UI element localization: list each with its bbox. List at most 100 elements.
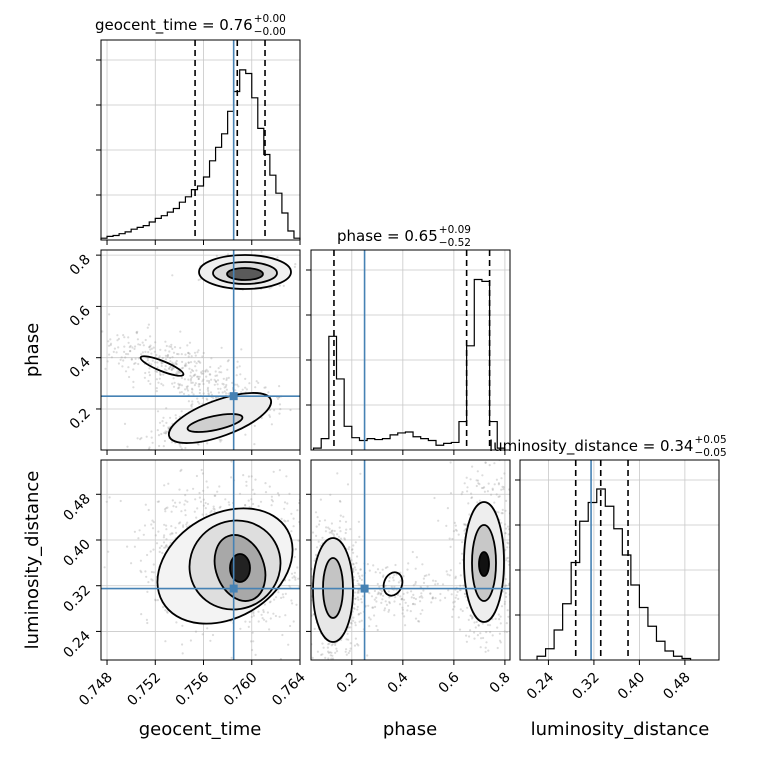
scatter-point [360,578,363,582]
scatter-point [196,375,199,378]
scatter-point [399,579,402,582]
scatter-point [245,484,248,487]
scatter-point [379,571,382,574]
scatter-point [356,605,359,609]
scatter-point [318,523,321,526]
scatter-point [467,618,470,622]
scatter-point [116,339,119,342]
scatter-point [493,423,495,425]
scatter-point [479,427,481,429]
scatter-point [311,531,315,534]
scatter-point [191,403,194,406]
scatter-point [149,335,152,338]
scatter-point [445,524,448,528]
scatter-point [321,536,324,539]
scatter-point [151,527,155,530]
scatter-point [163,508,167,511]
title-luminosity_distance: luminosity_distance = 0.34 +0.05−0.05 [489,434,727,459]
scatter-point [414,567,417,570]
scatter-point [354,568,357,571]
scatter-point [174,414,177,417]
scatter-point [269,617,272,620]
scatter-point [457,533,460,536]
scatter-point [198,375,201,378]
scatter-point [289,624,292,628]
scatter-point [129,350,132,353]
scatter-point [129,344,132,348]
scatter-point [132,368,135,371]
scatter-point [177,353,180,356]
scatter-point [353,566,356,569]
scatter-point [323,519,327,522]
scatter-point [391,576,395,579]
scatter-point [165,538,168,541]
scatter-point [346,632,349,635]
scatter-point [176,370,179,373]
scatter-point [130,357,133,361]
scatter-point [286,502,289,505]
scatter-point [158,546,161,550]
scatter-point [172,367,175,370]
scatter-point [162,536,165,539]
scatter-point [481,622,484,625]
scatter-point [185,523,188,526]
scatter-point [158,550,161,554]
scatter-point [357,572,360,575]
scatter-point [458,628,462,631]
scatter-point [253,424,256,427]
scatter-point [373,614,376,617]
scatter-point [187,351,190,355]
scatter-point [225,377,228,380]
scatter-point [306,622,308,624]
scatter-point [360,601,363,604]
scatter-point [500,477,503,480]
scatter-point [300,555,302,557]
hist-geocent_time-frame [100,39,301,241]
scatter-point [127,341,130,344]
scatter-point [188,367,191,370]
scatter-point [231,381,234,384]
panel-phase-vs-luminosity_distance-contour [382,571,404,597]
scatter-point [157,434,161,437]
scatter-point [201,633,204,636]
scatter-point [431,596,434,599]
scatter-point [469,629,472,632]
scatter-point [216,379,220,382]
scatter-point [169,365,172,368]
scatter-point [304,539,306,541]
scatter-point [406,591,409,594]
scatter-point [459,584,462,587]
scatter-point [304,592,306,594]
scatter-point [460,493,463,496]
ytick-label-phase: 0.4 [67,354,94,381]
scatter-point [376,593,379,596]
scatter-point [172,351,176,354]
scatter-point [164,354,167,357]
scatter-point [507,525,510,528]
ytick-label-luminosity_distance: 0.40 [60,537,93,570]
scatter-point [172,505,175,508]
scatter-point [187,400,190,403]
scatter-point [244,386,247,389]
xtick-label-phase: 0.2 [334,670,361,697]
scatter-point [293,593,295,595]
scatter-point [414,582,417,586]
scatter-point [282,596,285,599]
scatter-point [164,340,167,343]
scatter-point [108,353,111,356]
scatter-point [322,646,325,649]
scatter-point [453,605,456,608]
scatter-point [226,368,229,371]
scatter-point [352,544,355,547]
scatter-point [175,362,178,365]
scatter-point [263,386,266,389]
scatter-point [152,571,155,574]
scatter-point [126,445,129,448]
scatter-point [109,344,112,347]
scatter-point [331,662,333,664]
scatter-point [177,387,180,390]
scatter-point [260,416,263,420]
scatter-point [504,559,508,562]
scatter-point [302,590,304,592]
scatter-point [209,373,212,376]
